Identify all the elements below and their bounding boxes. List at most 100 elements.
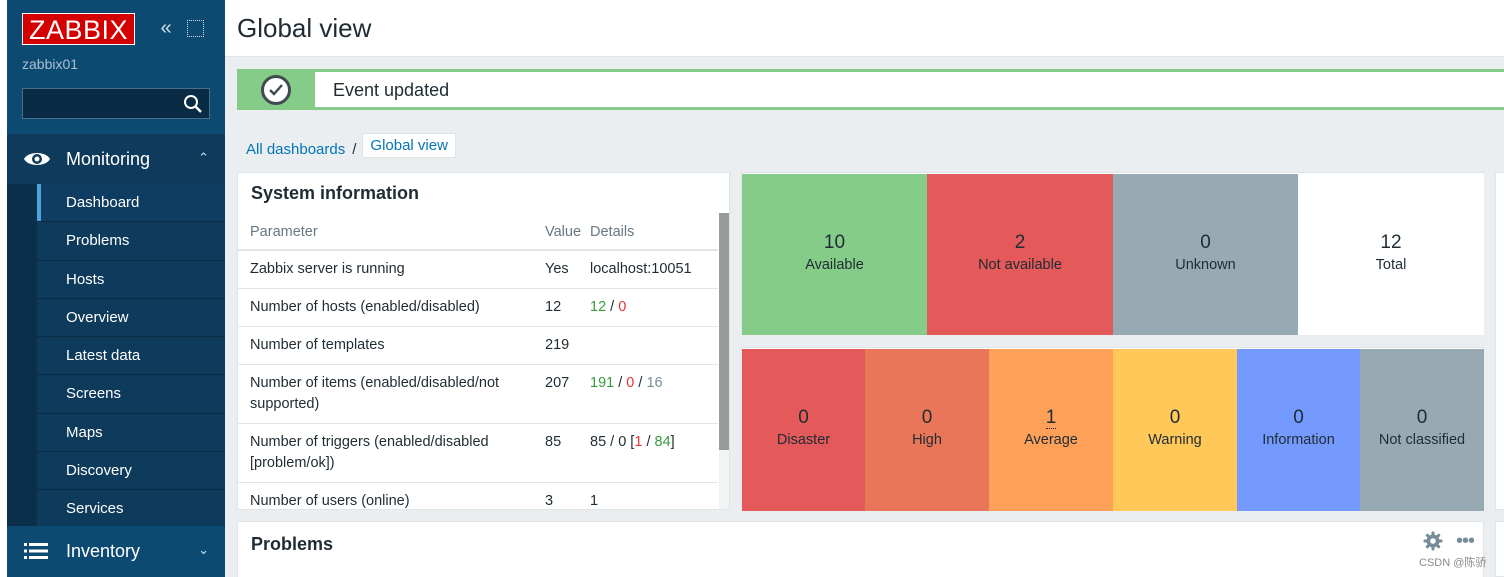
table-header-row: Parameter Value Details	[238, 219, 718, 251]
check-icon	[261, 75, 291, 105]
gear-icon[interactable]	[1423, 531, 1443, 551]
warning-label: Warning	[1148, 432, 1202, 448]
total-label: Total	[1375, 257, 1407, 273]
kiosk-mode-icon[interactable]	[187, 20, 204, 37]
search-icon[interactable]	[183, 94, 203, 114]
details-cell	[590, 326, 718, 365]
search-field[interactable]	[22, 88, 210, 119]
problem-count: 1	[634, 434, 643, 450]
severity-average-cell[interactable]: 1 Average	[989, 349, 1113, 511]
enabled-count: 12	[590, 299, 607, 315]
collapse-sidebar-icon[interactable]: «	[160, 17, 172, 39]
next-widget-edge	[1495, 172, 1504, 510]
menu-inventory[interactable]: Inventory ⌄	[7, 526, 225, 577]
eye-icon	[24, 153, 50, 165]
monitoring-submenu: Dashboard Problems Hosts Overview Latest…	[37, 184, 225, 529]
separator: /	[634, 375, 647, 391]
value-cell: 219	[541, 326, 590, 365]
severity-warning-cell[interactable]: 0 Warning	[1113, 349, 1237, 511]
not-classified-count: 0	[1416, 407, 1428, 428]
information-label: Information	[1262, 432, 1335, 448]
separator: /	[606, 299, 619, 315]
host-unknown-cell[interactable]: 0 Unknown	[1113, 174, 1298, 335]
scrollbar-thumb[interactable]	[719, 213, 729, 450]
problems-by-severity-widget: 0 Disaster 0 High 1 Average 0 Warning 0 …	[741, 347, 1484, 511]
host-availability-widget: 10 Available 2 Not available 0 Unknown 1…	[741, 172, 1484, 335]
total-count: 12	[1380, 232, 1402, 253]
menu-item-overview[interactable]: Overview	[37, 298, 225, 338]
host-total-cell[interactable]: 12 Total	[1298, 174, 1484, 335]
parameter-cell: Zabbix server is running	[238, 250, 541, 289]
page-header: Global view	[225, 0, 1504, 57]
severity-information-cell[interactable]: 0 Information	[1237, 349, 1360, 511]
menu-item-discovery[interactable]: Discovery	[37, 452, 225, 491]
breadcrumb-current[interactable]: Global view	[362, 133, 456, 158]
breadcrumb-separator: /	[352, 140, 357, 158]
parameter-cell: Number of hosts (enabled/disabled)	[238, 288, 541, 327]
breadcrumb: All dashboards / Global view	[246, 133, 456, 160]
message-text: Event updated	[333, 80, 450, 100]
details-cell: 191 / 0 / 16	[590, 364, 718, 424]
menu-item-latest-data[interactable]: Latest data	[37, 337, 225, 376]
high-count: 0	[921, 407, 933, 428]
menu-inventory-label: Inventory	[66, 541, 141, 561]
available-label: Available	[805, 257, 864, 273]
not-supported-count: 16	[646, 375, 663, 391]
high-label: High	[912, 432, 942, 448]
not-classified-label: Not classified	[1378, 432, 1466, 448]
menu-monitoring-label: Monitoring	[66, 149, 151, 169]
system-information-table: Parameter Value Details Zabbix server is…	[238, 219, 718, 509]
table-row: Number of items (enabled/disabled/not su…	[238, 364, 718, 424]
zabbix-logo[interactable]: ZABBIX	[22, 13, 135, 45]
watermark: CSDN @陈骄	[1419, 557, 1487, 569]
parameter-cell: Number of templates	[238, 326, 541, 365]
column-header-parameter: Parameter	[238, 219, 541, 251]
host-available-cell[interactable]: 10 Available	[742, 174, 927, 335]
menu-item-problems[interactable]: Problems	[37, 222, 225, 261]
chevron-up-icon: ⌃	[198, 150, 209, 165]
menu-item-hosts[interactable]: Hosts	[37, 260, 225, 299]
severity-not-classified-cell[interactable]: 0 Not classified	[1360, 349, 1484, 511]
average-count-link[interactable]: 1	[1045, 407, 1057, 429]
details-cell: localhost:10051	[590, 250, 718, 289]
ok-count: 84	[654, 434, 671, 450]
system-information-widget: System information Parameter Value Detai…	[237, 172, 730, 510]
unknown-count: 0	[1200, 232, 1211, 253]
menu-item-screens[interactable]: Screens	[37, 375, 225, 414]
value-cell: 85	[541, 423, 590, 483]
disabled-count: 0	[618, 299, 627, 315]
parameter-cell: Number of triggers (enabled/disabled [pr…	[238, 423, 541, 483]
menu-item-services[interactable]: Services	[37, 490, 225, 529]
table-row: Number of hosts (enabled/disabled) 12 12…	[238, 288, 718, 327]
message-icon-area	[237, 69, 315, 110]
table-row: Number of triggers (enabled/disabled [pr…	[238, 423, 718, 483]
breadcrumb-all-dashboards[interactable]: All dashboards	[246, 140, 346, 158]
severity-high-cell[interactable]: 0 High	[865, 349, 989, 511]
list-icon	[24, 543, 48, 559]
menu-item-dashboard[interactable]: Dashboard	[37, 184, 225, 223]
table-row: Zabbix server is running Yes localhost:1…	[238, 250, 718, 289]
host-not-available-cell[interactable]: 2 Not available	[927, 174, 1113, 335]
window-edge	[0, 0, 7, 577]
parameter-cell: Number of items (enabled/disabled/not su…	[238, 364, 541, 424]
next-widget-edge	[1495, 521, 1504, 577]
chevron-down-icon: ⌄	[198, 542, 209, 557]
menu-item-maps[interactable]: Maps	[37, 413, 225, 453]
search-input[interactable]	[23, 89, 178, 118]
disaster-label: Disaster	[776, 432, 831, 448]
separator: /	[614, 375, 627, 391]
separator: /	[642, 434, 655, 450]
not-available-label: Not available	[978, 257, 1062, 273]
warning-count: 0	[1169, 407, 1181, 428]
information-count: 0	[1293, 407, 1304, 428]
widget-title: Problems	[251, 534, 334, 554]
disaster-count: 0	[798, 407, 809, 428]
page-title: Global view	[237, 13, 372, 43]
average-count[interactable]: 1	[989, 407, 1113, 429]
unknown-label: Unknown	[1175, 257, 1236, 273]
average-label: Average	[1024, 432, 1078, 448]
more-options-icon[interactable]: •••	[1456, 530, 1475, 552]
severity-disaster-cell[interactable]: 0 Disaster	[742, 349, 865, 511]
details-cell: 1	[590, 482, 718, 509]
menu-monitoring[interactable]: Monitoring ⌃	[7, 134, 225, 184]
